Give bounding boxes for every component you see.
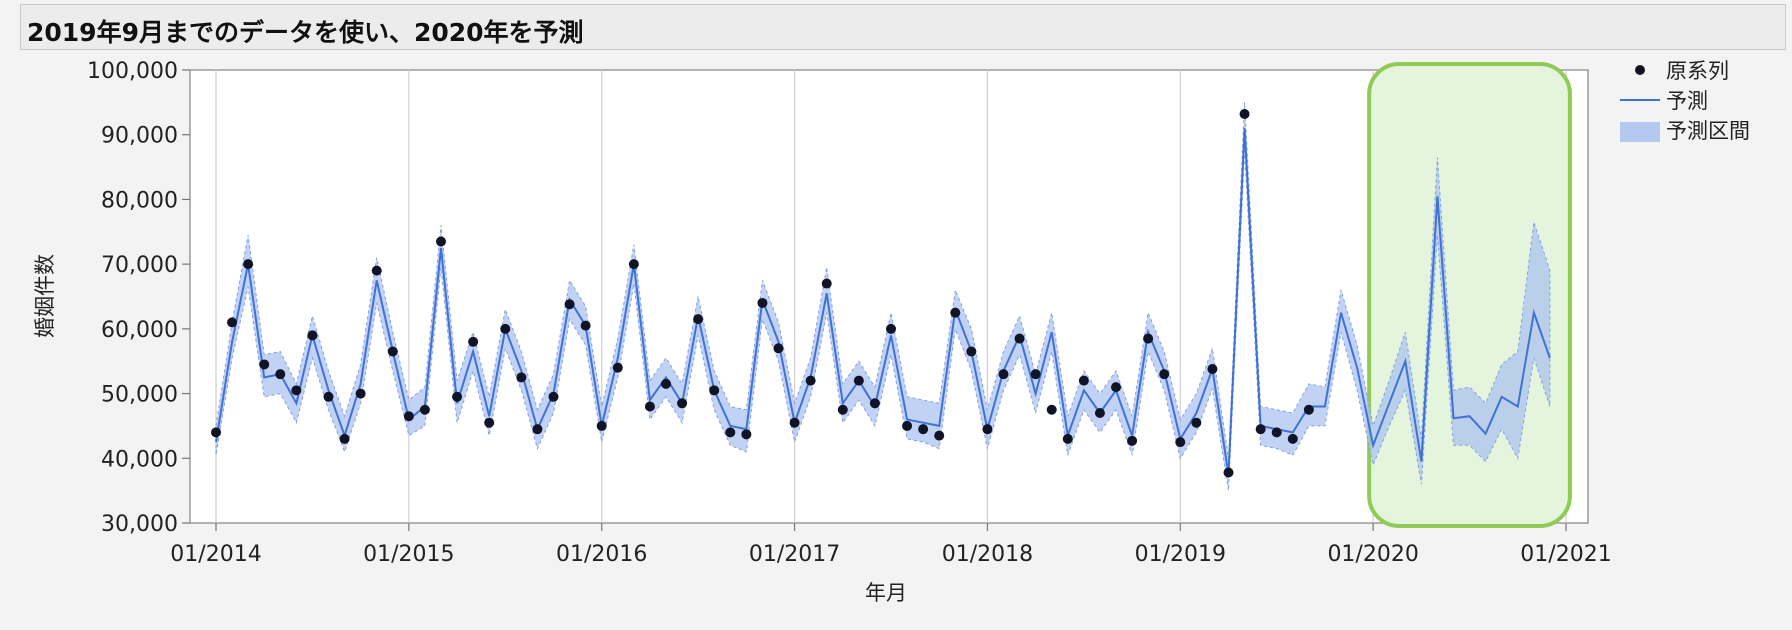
data-point: [1271, 427, 1282, 438]
x-tick-label: 01/2020: [1327, 542, 1418, 567]
y-tick-label: 100,000: [87, 59, 178, 84]
data-point: [259, 359, 270, 370]
forecast-line: [215, 128, 1551, 475]
x-tick-label: 01/2021: [1520, 542, 1611, 567]
data-point: [291, 385, 302, 396]
y-tick-label: 90,000: [101, 124, 178, 149]
data-point: [821, 278, 832, 289]
x-tick-label: 01/2018: [942, 542, 1033, 567]
data-point: [548, 391, 559, 402]
x-tick-label: 01/2015: [363, 542, 454, 567]
data-point: [1159, 369, 1170, 380]
data-point: [1062, 433, 1073, 444]
data-point: [307, 330, 318, 341]
data-point: [1287, 433, 1298, 444]
data-point: [789, 417, 800, 428]
data-point: [484, 417, 495, 428]
data-point: [1191, 417, 1202, 428]
y-tick-label: 80,000: [101, 188, 178, 213]
data-point: [612, 362, 623, 373]
data-point: [1175, 437, 1186, 448]
x-axis-title: 年月: [865, 581, 907, 605]
data-point: [580, 320, 591, 331]
data-point: [532, 424, 543, 435]
x-tick-label: 01/2014: [170, 542, 261, 567]
data-point: [725, 427, 736, 438]
y-tick-label: 50,000: [101, 383, 178, 408]
y-tick-label: 30,000: [101, 512, 178, 537]
data-point: [452, 391, 463, 402]
y-tick-label: 40,000: [101, 447, 178, 472]
data-point: [516, 372, 527, 383]
plot-frame: [189, 69, 1589, 524]
y-tick-label: 60,000: [101, 318, 178, 343]
data-point: [403, 411, 414, 422]
data-point: [709, 385, 720, 396]
legend-label: 原系列: [1666, 59, 1729, 83]
data-point: [677, 398, 688, 409]
legend-label: 予測区間: [1666, 119, 1750, 143]
data-point: [837, 404, 848, 415]
data-point: [387, 346, 398, 357]
data-point: [869, 398, 880, 409]
data-point: [1255, 424, 1266, 435]
data-point: [339, 433, 350, 444]
data-point: [966, 346, 977, 357]
data-point: [628, 259, 639, 270]
data-point: [998, 369, 1009, 380]
data-point: [436, 236, 446, 247]
data-point: [1046, 404, 1057, 415]
data-point: [596, 420, 607, 431]
data-point: [1078, 375, 1089, 386]
data-point: [1111, 382, 1121, 393]
data-point: [934, 430, 945, 441]
x-tick-label: 01/2016: [556, 542, 647, 567]
data-point: [1094, 407, 1105, 418]
data-point: [323, 391, 334, 402]
data-point: [500, 323, 511, 334]
data-point: [741, 429, 752, 440]
data-point: [355, 388, 366, 399]
data-point: [1223, 467, 1234, 478]
data-point: [275, 369, 286, 380]
data-point: [982, 424, 993, 435]
data-point: [419, 404, 430, 415]
data-point: [886, 323, 896, 334]
legend-dot-swatch: [1635, 65, 1645, 75]
legend-band-swatch: [1620, 122, 1660, 142]
data-point: [644, 401, 655, 412]
data-point: [468, 336, 479, 347]
data-point: [661, 378, 671, 389]
data-point: [950, 307, 961, 318]
data-point: [918, 424, 929, 435]
data-point: [1030, 369, 1041, 380]
chart-title: 2019年9月までのデータを使い、2020年を予測: [27, 18, 584, 47]
data-point: [211, 427, 221, 438]
data-point: [757, 297, 768, 308]
data-point: [564, 299, 575, 310]
data-point: [227, 317, 238, 328]
data-point: [1014, 333, 1025, 344]
data-point: [371, 265, 382, 276]
data-point: [805, 375, 816, 386]
chart-title-bar: 2019年9月までのデータを使い、2020年を予測: [20, 4, 1786, 50]
data-point: [1143, 333, 1154, 344]
y-tick-label: 70,000: [101, 253, 178, 278]
y-axis-title: 婚姻件数: [33, 254, 57, 338]
data-point: [902, 420, 913, 431]
legend-label: 予測: [1666, 89, 1708, 113]
data-point: [853, 375, 864, 386]
data-point: [1303, 404, 1314, 415]
x-tick-label: 01/2017: [749, 542, 840, 567]
data-point: [1239, 109, 1250, 120]
data-point: [1207, 363, 1218, 374]
data-point: [693, 314, 704, 325]
data-point: [773, 343, 784, 354]
data-point: [1127, 435, 1138, 446]
x-tick-label: 01/2019: [1135, 542, 1226, 567]
data-point: [243, 259, 254, 270]
